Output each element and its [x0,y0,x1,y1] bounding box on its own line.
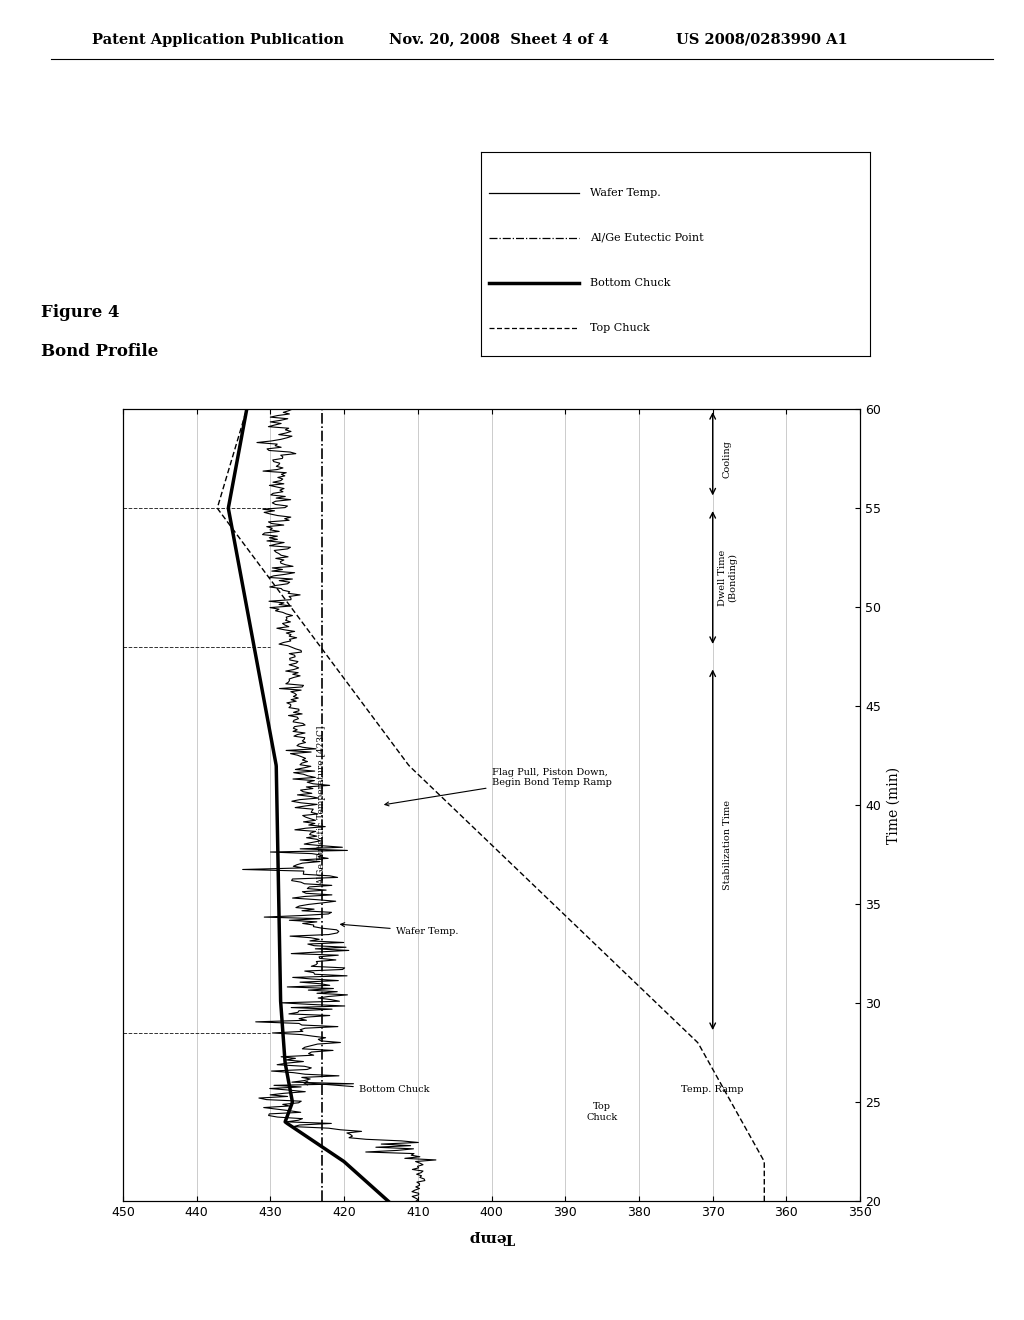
Text: Cooling: Cooling [723,440,732,478]
Text: Bottom Chuck: Bottom Chuck [304,1081,429,1094]
Text: Wafer Temp.: Wafer Temp. [590,187,660,198]
Text: Top Chuck: Top Chuck [590,323,650,333]
Text: US 2008/0283990 A1: US 2008/0283990 A1 [676,33,848,46]
Text: Figure 4: Figure 4 [41,304,120,321]
Text: AlGe Eutectic Temperature [423C]: AlGe Eutectic Temperature [423C] [316,726,326,884]
Text: Nov. 20, 2008  Sheet 4 of 4: Nov. 20, 2008 Sheet 4 of 4 [389,33,609,46]
Text: Temp. Ramp: Temp. Ramp [681,1085,744,1094]
X-axis label: Temp: Temp [468,1230,515,1245]
Text: Bottom Chuck: Bottom Chuck [590,277,671,288]
Text: Patent Application Publication: Patent Application Publication [92,33,344,46]
Y-axis label: Time (min): Time (min) [887,767,900,843]
Text: Dwell Time
(Bonding): Dwell Time (Bonding) [718,549,737,606]
Text: Al/Ge Eutectic Point: Al/Ge Eutectic Point [590,232,703,243]
Text: Bond Profile: Bond Profile [41,343,159,360]
Text: Flag Pull, Piston Down,
Begin Bond Temp Ramp: Flag Pull, Piston Down, Begin Bond Temp … [385,768,611,807]
Text: Top
Chuck: Top Chuck [587,1102,617,1122]
Text: Wafer Temp.: Wafer Temp. [341,923,458,936]
Text: Stabilization Time: Stabilization Time [723,800,732,890]
